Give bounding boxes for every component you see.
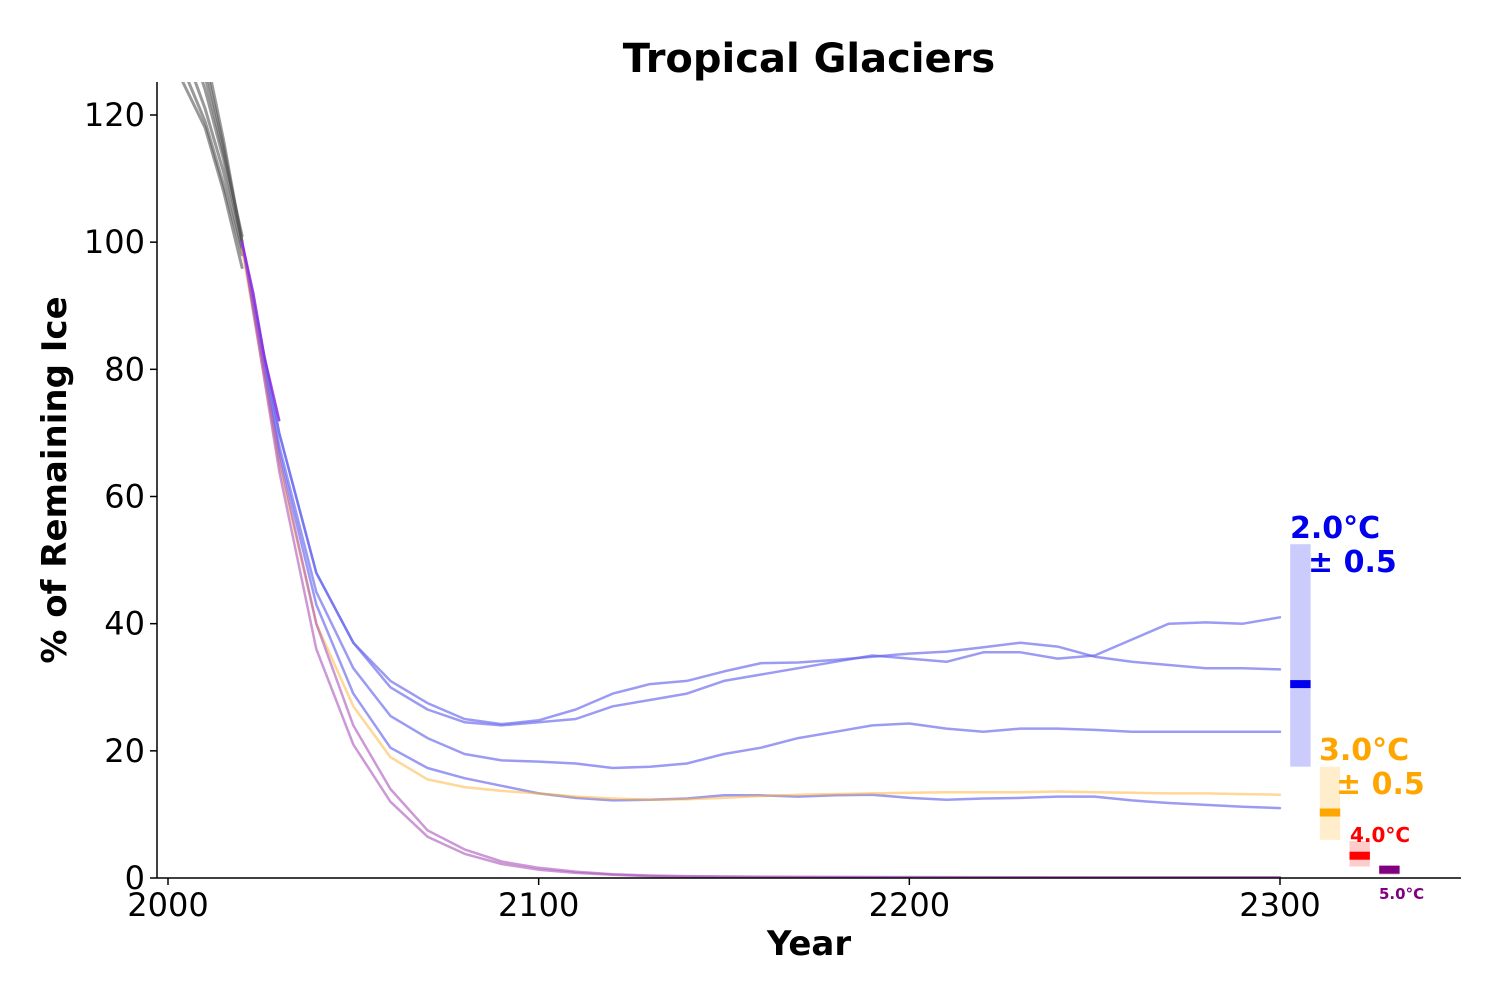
series-line-0 bbox=[240, 240, 1282, 726]
plot-area bbox=[181, 82, 1282, 878]
range-band-0 bbox=[1290, 544, 1311, 767]
range-median-2 bbox=[1349, 851, 1370, 860]
annotation-5c: 5.0°C bbox=[1379, 885, 1424, 903]
annotation-2c-line2: ± 0.5 bbox=[1308, 545, 1397, 580]
annotation-4c: 4.0°C bbox=[1350, 823, 1410, 847]
chart-title: Tropical Glaciers bbox=[623, 36, 995, 82]
y-tick-label-4: 80 bbox=[104, 350, 145, 388]
annotation-3c-line2: ± 0.5 bbox=[1336, 767, 1425, 802]
y-tick-label-6: 120 bbox=[84, 96, 145, 134]
annotation-3c-line1: 3.0°C bbox=[1319, 733, 1409, 768]
range-band-1 bbox=[1319, 766, 1341, 840]
y-axis-label: % of Remaining Ice bbox=[35, 296, 75, 663]
historical-line-1 bbox=[193, 82, 244, 250]
y-tick-label-2: 40 bbox=[104, 605, 145, 643]
ticks: 0 20 40 60 80 100 120 2000 2100 2200 2300 bbox=[84, 96, 1321, 924]
x-axis-label: Year bbox=[766, 924, 852, 964]
historical-line-5 bbox=[209, 82, 244, 244]
series-line-1 bbox=[240, 240, 1282, 727]
historical-line-0 bbox=[181, 82, 244, 270]
y-tick-label-0: 0 bbox=[125, 859, 145, 897]
range-median-3 bbox=[1379, 865, 1400, 874]
series-line-5 bbox=[240, 240, 1282, 878]
series-line-6 bbox=[240, 240, 1282, 878]
series-line-4 bbox=[240, 247, 1282, 802]
y-tick-label-5: 100 bbox=[84, 223, 145, 261]
annotation-2c-line1: 2.0°C bbox=[1290, 511, 1380, 546]
x-tick-label-1: 2100 bbox=[498, 886, 579, 924]
historical-line-6 bbox=[187, 82, 244, 257]
series-line-2 bbox=[240, 240, 1282, 770]
x-tick-label-3: 2300 bbox=[1239, 886, 1320, 924]
range-median-1 bbox=[1319, 808, 1341, 817]
range-median-0 bbox=[1290, 680, 1311, 689]
x-tick-label-2: 2200 bbox=[869, 886, 950, 924]
series-line-7 bbox=[240, 240, 281, 422]
y-tick-label-3: 60 bbox=[104, 478, 145, 516]
y-tick-label-1: 20 bbox=[104, 732, 145, 770]
series-line-3 bbox=[240, 240, 1282, 810]
x-tick-label-0: 2000 bbox=[127, 886, 208, 924]
